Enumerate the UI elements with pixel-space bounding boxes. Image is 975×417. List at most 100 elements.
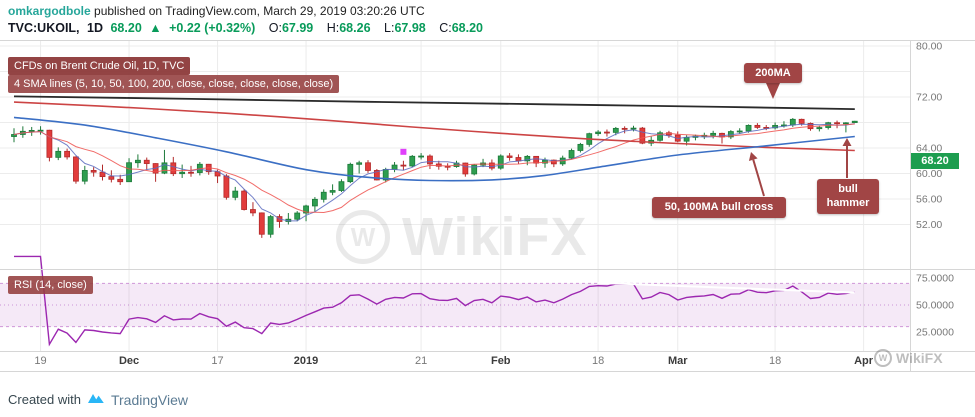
svg-text:21: 21 (415, 355, 427, 367)
pane-separators (0, 40, 975, 372)
candle (267, 214, 274, 238)
candle (19, 126, 26, 138)
candle (657, 130, 663, 142)
svg-text:18: 18 (769, 355, 781, 367)
candles-layer (11, 118, 858, 238)
candle (488, 159, 495, 171)
candle (754, 123, 761, 129)
svg-text:19: 19 (34, 355, 46, 367)
candle (816, 125, 823, 132)
low-label: L: (384, 21, 395, 35)
symbol-name: TVC:UKOIL, (8, 21, 80, 35)
up-arrow-icon: ▲ (149, 21, 162, 35)
candle (134, 154, 141, 168)
candle (497, 154, 504, 170)
candle (81, 165, 88, 185)
candle (64, 148, 70, 160)
candle (90, 167, 97, 177)
chart-legend-indicator: 4 SMA lines (5, 10, 50, 100, 200, close,… (8, 75, 340, 94)
svg-text:Mar: Mar (668, 355, 688, 367)
candle (320, 189, 327, 203)
last-price-tag: 68.20 (911, 153, 959, 169)
publish-info: omkargodbole published on TradingView.co… (8, 4, 425, 18)
candle (391, 162, 398, 173)
candle (73, 156, 79, 184)
tradingview-logo-icon (87, 390, 105, 409)
candle (533, 155, 540, 168)
candle (674, 131, 681, 143)
candle (418, 153, 425, 160)
cross-marker-icon (400, 148, 407, 155)
candle (719, 132, 725, 144)
candle (55, 147, 62, 161)
svg-text:50.0000: 50.0000 (916, 300, 954, 312)
chart-area: 80.00 72.00 64.00 60.00 56.00 52.00 75.0000 50.… (0, 40, 975, 372)
candle (736, 128, 743, 134)
candle (223, 174, 230, 200)
price-change: +0.22 (+0.32%) (169, 21, 256, 35)
sma200-line (13, 95, 855, 110)
candle (604, 129, 610, 137)
candle (710, 130, 717, 139)
rsi-line (14, 255, 855, 347)
candle (338, 179, 345, 192)
svg-text:60.00: 60.00 (916, 168, 942, 180)
svg-text:18: 18 (592, 355, 604, 367)
candle (329, 184, 336, 196)
candle (99, 164, 106, 181)
open-value: 67.99 (281, 21, 314, 35)
tradingview-link[interactable]: TradingView (110, 391, 189, 408)
symbol-header: TVC:UKOIL, 1D 68.20 ▲ +0.22 (+0.32%) O:6… (8, 21, 487, 35)
chart-legend-title: CFDs on Brent Crude Oil, 1D, TVC (8, 57, 191, 76)
candle (232, 186, 239, 201)
candle (621, 126, 628, 134)
svg-text:25.0000: 25.0000 (916, 327, 954, 339)
candle (409, 155, 416, 168)
candle (303, 204, 309, 222)
svg-text:Apr: Apr (854, 355, 874, 367)
candle (276, 214, 283, 228)
rsi-legend: RSI (14, close) (8, 276, 93, 295)
rsi-trendline[interactable] (598, 281, 855, 294)
candle (630, 125, 637, 132)
time-axis-labels[interactable]: 19 Dec 17 2019 21 Feb 18 Mar 18 Apr (34, 355, 873, 367)
candle (143, 157, 150, 170)
candle (471, 163, 478, 176)
candle (347, 162, 354, 184)
candle (851, 120, 858, 123)
candle (11, 128, 17, 143)
last-price: 68.20 (110, 21, 142, 35)
annotation-bull-cross[interactable]: 50, 100MA bull cross (652, 197, 786, 218)
rsi-axis-labels[interactable]: 75.0000 50.0000 25.0000 (916, 273, 954, 339)
rsi-band (0, 282, 910, 328)
publish-text: published on TradingView.com, March 29, … (90, 4, 425, 18)
sma100-line (13, 101, 855, 152)
high-value: 68.26 (339, 21, 371, 35)
candle (444, 163, 451, 171)
author-link[interactable]: omkargodbole (8, 4, 91, 18)
candle (250, 202, 256, 217)
svg-text:64.00: 64.00 (916, 143, 942, 155)
svg-text:52.00: 52.00 (916, 219, 942, 231)
price-axis-labels[interactable]: 80.00 72.00 64.00 60.00 56.00 52.00 (916, 41, 942, 232)
annotation-bull-hammer[interactable]: bull hammer (817, 179, 879, 214)
footer: Created with TradingView (8, 390, 188, 409)
low-value: 67.98 (394, 21, 426, 35)
candle (568, 148, 575, 160)
created-with-label: Created with (8, 392, 81, 407)
candle (577, 142, 584, 153)
close-value: 68.20 (451, 21, 483, 35)
svg-text:56.00: 56.00 (916, 194, 942, 206)
candle (241, 189, 248, 211)
svg-text:75.0000: 75.0000 (916, 273, 954, 285)
candle (28, 126, 35, 136)
open-label: O: (268, 21, 282, 35)
price-chart-canvas[interactable]: 80.00 72.00 64.00 60.00 56.00 52.00 75.0000 50.… (0, 40, 975, 372)
annotation-200ma[interactable]: 200MA (744, 63, 802, 84)
candle (515, 154, 522, 164)
interval-label: 1D (87, 21, 103, 35)
candle (843, 122, 849, 133)
candle (294, 211, 301, 222)
candle (400, 160, 407, 171)
